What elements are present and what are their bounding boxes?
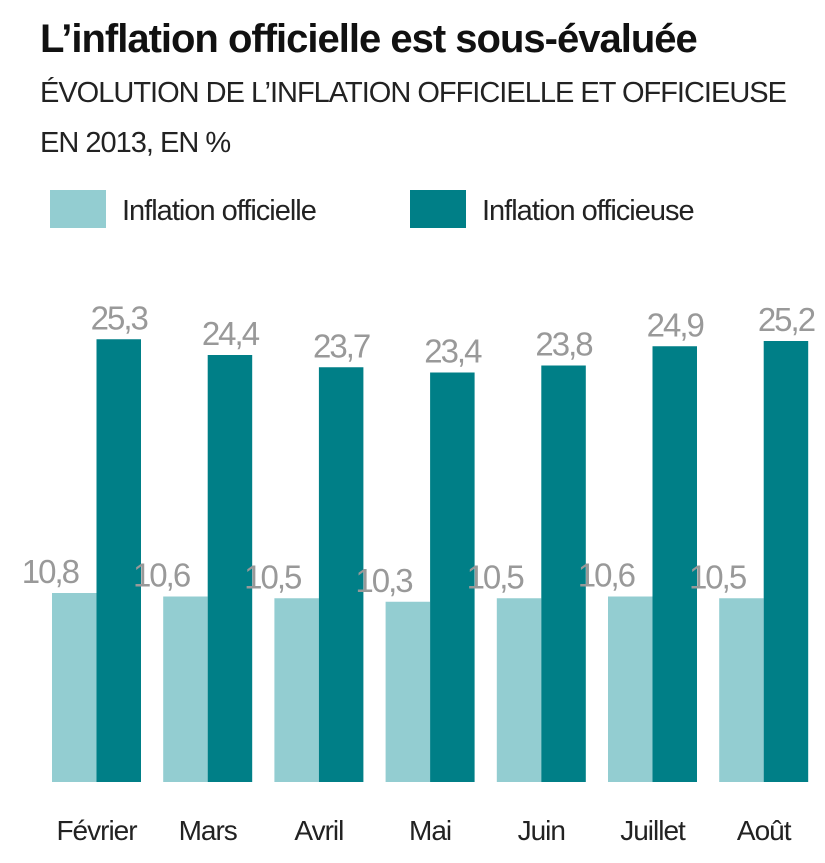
value-label: 24,9 <box>647 306 704 343</box>
value-label: 10,5 <box>467 558 524 595</box>
bar <box>207 355 253 782</box>
chart-title: L’inflation officielle est sous-évaluée <box>40 17 697 61</box>
value-label: 24,4 <box>202 315 260 352</box>
bar <box>52 593 97 782</box>
x-tick-label: Juin <box>518 815 565 846</box>
bar <box>719 598 764 782</box>
legend-label: Inflation officielle <box>122 195 316 227</box>
legend-label: Inflation officieuse <box>482 195 694 227</box>
x-tick-label: Juillet <box>620 815 686 846</box>
legend-swatch <box>50 190 106 228</box>
value-label: 10,5 <box>244 558 301 595</box>
value-label: 10,8 <box>22 553 79 590</box>
chart-subtitle: ÉVOLUTION DE L’INFLATION OFFICIELLE ET O… <box>40 76 787 109</box>
value-label: 23,4 <box>424 333 482 370</box>
bar <box>274 598 319 782</box>
value-label: 23,8 <box>535 326 592 363</box>
x-tick-label: Mars <box>179 815 237 846</box>
value-label: 10,6 <box>578 557 635 594</box>
x-tick-label: Mai <box>409 815 451 846</box>
x-tick-label: Août <box>737 815 792 846</box>
value-label: 25,2 <box>758 301 815 338</box>
x-tick-label: Février <box>56 815 137 846</box>
bar <box>318 367 364 782</box>
bar <box>541 365 586 782</box>
value-label: 23,7 <box>313 327 370 364</box>
value-label: 10,6 <box>133 557 190 594</box>
value-label: 10,3 <box>355 562 412 599</box>
bar <box>608 596 653 782</box>
bar <box>163 596 208 782</box>
value-label: 10,5 <box>689 558 746 595</box>
chart-subtitle: EN 2013, EN % <box>40 127 230 159</box>
bar <box>652 346 697 782</box>
bar <box>385 601 431 782</box>
bar <box>496 598 542 782</box>
value-label: 25,3 <box>91 299 148 336</box>
x-tick-label: Avril <box>294 815 343 846</box>
legend-swatch <box>410 190 466 228</box>
bar <box>96 339 141 782</box>
bar <box>763 341 809 782</box>
bar <box>430 372 475 782</box>
